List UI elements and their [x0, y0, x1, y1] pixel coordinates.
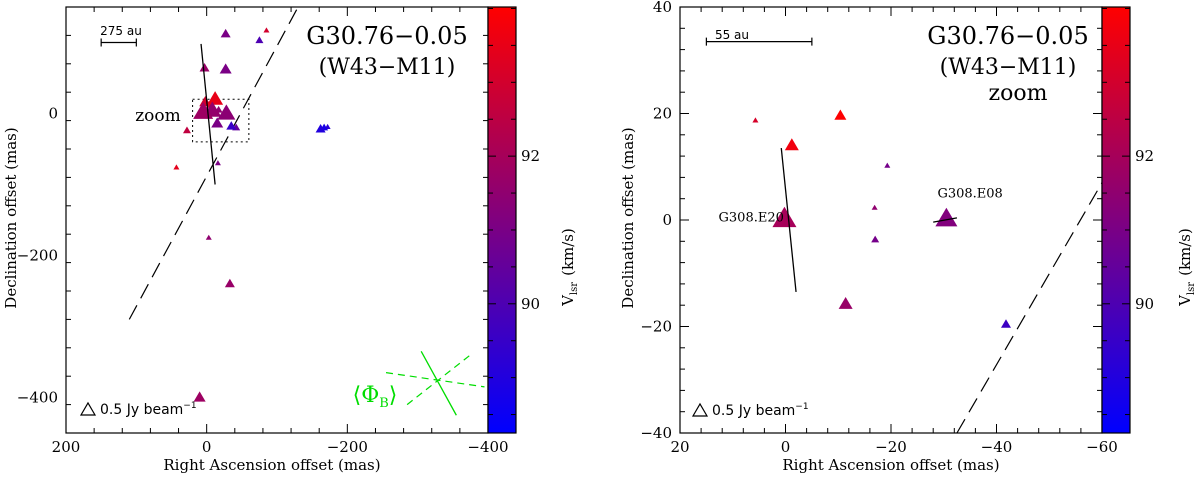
- left-maser-spot: [255, 36, 264, 44]
- left-scale-bar-label: 275 au: [100, 24, 142, 38]
- right-maser-spot: [752, 117, 759, 123]
- left-phi-solid-line: [420, 351, 457, 416]
- left-maser-spot: [220, 28, 231, 38]
- right-y-tick-label: −20: [640, 318, 672, 336]
- right-x-tick-label: 20: [670, 438, 689, 456]
- right-chart-title: G30.76−0.05: [927, 22, 1088, 50]
- right-annotation: G308.E20: [719, 211, 784, 226]
- left-zoom-box: [192, 98, 250, 143]
- right-x-tick-label: −20: [875, 438, 907, 456]
- right-colorbar: [1101, 6, 1131, 434]
- left-maser-spot: [182, 126, 191, 134]
- left-phi-label: ⟨ΦB⟩: [353, 383, 398, 411]
- left-maser-spot: [205, 234, 212, 240]
- right-y-tick-label: 0: [662, 211, 672, 229]
- left-zoom-label: zoom: [135, 106, 181, 126]
- left-x-tick-label: 200: [52, 438, 81, 456]
- left-maser-spot: [214, 160, 221, 166]
- right-chart-zoom-subtitle: zoom: [989, 81, 1048, 106]
- left-colorbar-label: Vlsr(km/s): [559, 228, 580, 307]
- right-colorbar-tick-label: 90: [1135, 295, 1154, 313]
- right-beam-legend-text: 0.5 Jy beam−1: [712, 402, 809, 419]
- left-beam-legend: 0.5 Jy beam−1: [79, 401, 197, 418]
- right-beam-legend: 0.5 Jy beam−1: [691, 402, 809, 419]
- right-colorbar-tick-label: 92: [1135, 147, 1154, 165]
- right-y-axis-label: Declination offset (mas): [619, 127, 637, 308]
- right-plot-area: 20 0 −20 −40 −60 −40 −20 0 20 40 G308.E20 G308.E08: [640, 0, 1117, 456]
- left-colorbar-tick-label: 92: [521, 147, 540, 165]
- left-maser-spot: [219, 63, 232, 74]
- left-phi-dashed-line: [406, 354, 471, 406]
- left-maser-spot: [226, 121, 237, 130]
- left-x-axis-label: Right Ascension offset (mas): [163, 456, 380, 474]
- right-maser-spot: [784, 138, 799, 151]
- right-maser-spot: [884, 162, 891, 168]
- right-panel: 20 0 −20 −40 −60−40−2002040G308.E20G308.E08 …: [619, 0, 1197, 474]
- right-maser-spot: [935, 207, 958, 227]
- right-y-tick-label: 40: [653, 0, 672, 16]
- right-y-tick-label: 20: [653, 105, 672, 123]
- left-chart-subtitle: (W43−M11): [319, 55, 456, 80]
- right-x-tick-label: 0: [781, 438, 791, 456]
- right-maser-spot: [838, 296, 853, 309]
- left-maser-spot: [224, 278, 235, 288]
- right-maser-spot: [871, 204, 878, 210]
- left-colorbar-ticks: 92 90: [488, 7, 540, 416]
- left-maser-spot: [173, 164, 180, 170]
- left-maser-spot: [199, 62, 210, 72]
- left-maser-spot: [315, 124, 326, 133]
- left-colorbar: [487, 6, 517, 434]
- right-colorbar-ticks: 92 90: [1102, 7, 1154, 416]
- left-dashed-line: [128, 6, 299, 320]
- left-maser-spot: [263, 27, 270, 33]
- left-colorbar-tick-label: 90: [521, 295, 540, 313]
- right-y-tick-label: −40: [640, 424, 672, 442]
- right-maser-spot: [834, 109, 847, 120]
- right-maser-spot: [1000, 319, 1011, 328]
- left-solid-line: [200, 43, 216, 185]
- left-beam-legend-triangle: [79, 401, 97, 416]
- left-maser-spot: [211, 117, 224, 128]
- left-panel: 200 0 −200 −400 −400 −200 0 G30.76−0.05 (W43−M…: [2, 6, 580, 474]
- left-beam-legend-text: 0.5 Jy beam−1: [100, 401, 197, 418]
- left-y-tick-label: −200: [17, 247, 58, 265]
- left-phi-dashed-line: [385, 372, 485, 388]
- right-segment-line: [933, 217, 958, 223]
- left-chart-title: G30.76−0.05: [306, 22, 467, 50]
- right-x-axis-label: Right Ascension offset (mas): [782, 456, 999, 474]
- right-annotation: G308.E08: [937, 187, 1002, 202]
- left-x-tick-label: −200: [327, 438, 368, 456]
- right-x-tick-label: −60: [1086, 438, 1118, 456]
- left-x-tick-label: −400: [467, 438, 508, 456]
- right-chart-subtitle: (W43−M11): [940, 55, 1077, 80]
- left-maser-spot: [217, 104, 236, 120]
- left-y-tick-label: 0: [48, 105, 58, 123]
- right-scale-bar-label: 55 au: [715, 28, 749, 42]
- left-x-tick-label: 0: [202, 438, 212, 456]
- right-x-tick-label: −40: [981, 438, 1013, 456]
- right-dashed-line: [956, 182, 1103, 434]
- left-maser-spot: [193, 391, 206, 402]
- left-plot-area: 200 0 −200 −400 −400 −200 0: [17, 6, 509, 456]
- left-y-tick-label: −400: [17, 389, 58, 407]
- right-solid-line: [780, 148, 797, 292]
- right-maser-spot: [871, 235, 880, 243]
- right-maser-spot: [772, 206, 797, 228]
- left-y-axis-label: Declination offset (mas): [2, 127, 20, 308]
- left-maser-spot: [207, 91, 224, 105]
- right-beam-legend-triangle: [691, 402, 709, 417]
- right-colorbar-label: Vlsr(km/s): [1176, 228, 1197, 307]
- left-phi-label-text: ⟨ΦB⟩: [353, 383, 398, 411]
